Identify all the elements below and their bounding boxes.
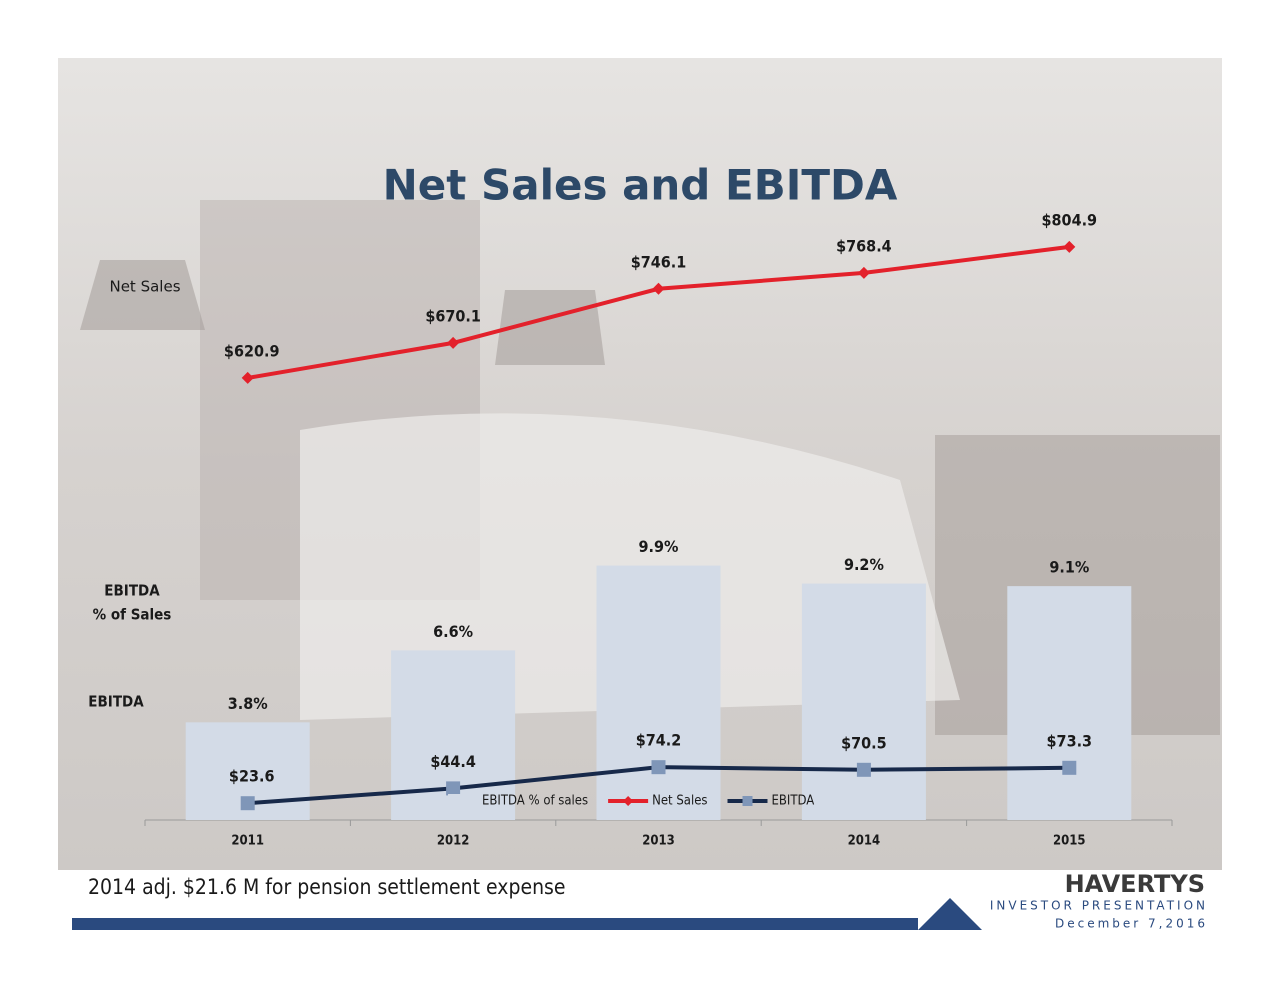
marker: [447, 336, 460, 349]
data-label: $23.6: [229, 767, 275, 786]
data-label: $73.3: [1047, 731, 1093, 750]
footnote: 2014 adj. $21.6 M for pension settlement…: [88, 875, 566, 899]
data-label: $670.1: [425, 306, 481, 325]
x-tick-label: 2011: [231, 834, 264, 849]
legend-label: EBITDA % of sales: [482, 794, 588, 809]
plot: 2011 2012 2013 2014 2015 3.8% 6.6% 9.9% 9.2% 9.1%…: [144, 210, 1173, 849]
marker: [856, 762, 871, 777]
legend-swatch: [742, 796, 753, 806]
data-label: $70.5: [841, 733, 887, 752]
row-label: EBITDA: [88, 693, 144, 711]
data-label: 9.9%: [639, 537, 679, 556]
marker: [857, 266, 870, 279]
bar: [1007, 586, 1132, 820]
x-tick-label: 2015: [1053, 834, 1086, 849]
data-label: $74.2: [636, 731, 682, 750]
marker: [446, 781, 461, 796]
lamp: [80, 260, 205, 330]
data-label: 6.6%: [433, 622, 473, 641]
marker: [1063, 240, 1076, 253]
legend-swatch: [623, 796, 634, 806]
marker: [241, 371, 254, 384]
data-label: 9.2%: [844, 555, 884, 574]
footer-bar: [72, 918, 918, 930]
x-tick-label: 2013: [642, 834, 675, 849]
row-label: Net Sales: [109, 278, 180, 296]
x-tick-label: 2012: [437, 834, 470, 849]
legend-label: Net Sales: [652, 794, 707, 809]
row-label: EBITDA: [104, 582, 160, 600]
bar: [801, 583, 926, 820]
marker: [652, 282, 665, 295]
logo: HAVERTYS: [1065, 870, 1205, 898]
data-label: $746.1: [631, 252, 687, 271]
legend-label: EBITDA: [772, 794, 815, 809]
date: December 7,2016: [1055, 917, 1208, 931]
x-tick-label: 2014: [848, 834, 881, 849]
data-label: $620.9: [224, 341, 280, 360]
chart-title: Net Sales and EBITDA: [383, 161, 898, 210]
subtitle: INVESTOR PRESENTATION: [990, 899, 1208, 913]
footer-triangle: [918, 898, 982, 930]
data-label: 9.1%: [1049, 558, 1089, 577]
legend-swatch: [448, 794, 478, 808]
marker: [240, 796, 255, 811]
data-label: $44.4: [430, 752, 476, 771]
data-label: $768.4: [836, 236, 892, 255]
row-label: % of Sales: [93, 606, 172, 624]
data-label: $804.9: [1042, 210, 1098, 229]
data-label: 3.8%: [228, 694, 268, 713]
marker: [651, 760, 666, 775]
bar: [596, 565, 721, 820]
marker: [1062, 760, 1077, 775]
